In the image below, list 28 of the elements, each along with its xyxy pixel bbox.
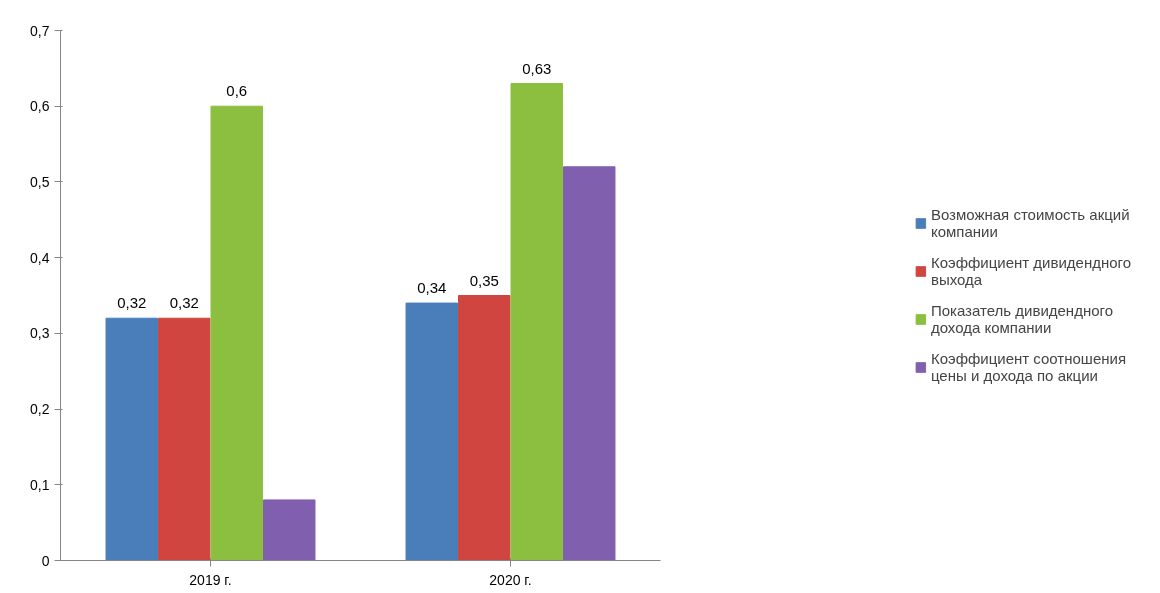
data-label: 0,35: [469, 271, 499, 289]
data-label: 0,32: [117, 294, 147, 312]
legend-label: Коэффициент дивидендного выхода: [930, 254, 1132, 288]
bar: [158, 317, 211, 561]
data-label: 0,6: [226, 82, 248, 100]
legend-label: Коэффициент соотношения цены и дохода по акции: [930, 350, 1127, 384]
y-tick-label: 0,4: [30, 249, 50, 266]
bar: [210, 105, 263, 561]
x-tick-label: 2020 г.: [489, 571, 532, 588]
y-tick-label: 0,3: [30, 325, 50, 342]
bar: [105, 317, 158, 561]
legend-label: Показатель дивидендного дохода компании: [930, 302, 1114, 336]
y-tick-label: 0,5: [30, 173, 50, 190]
bar: [510, 83, 563, 561]
y-tick-label: 0,6: [30, 98, 50, 115]
bar: [563, 166, 616, 561]
legend-label: Возможная стоимость акций компании: [930, 206, 1130, 240]
y-tick-label: 0,7: [30, 22, 50, 39]
x-tick-label: 2019 г.: [189, 571, 232, 588]
data-label: 0,63: [522, 59, 552, 77]
y-tick-label: 0: [41, 552, 50, 569]
bar: [458, 295, 511, 561]
data-label: 0,32: [169, 294, 199, 312]
data-label: 0,34: [417, 279, 447, 297]
bar: [405, 302, 458, 561]
bar: [263, 499, 316, 561]
y-tick-label: 0,2: [30, 401, 50, 418]
y-tick-label: 0,1: [30, 476, 50, 493]
